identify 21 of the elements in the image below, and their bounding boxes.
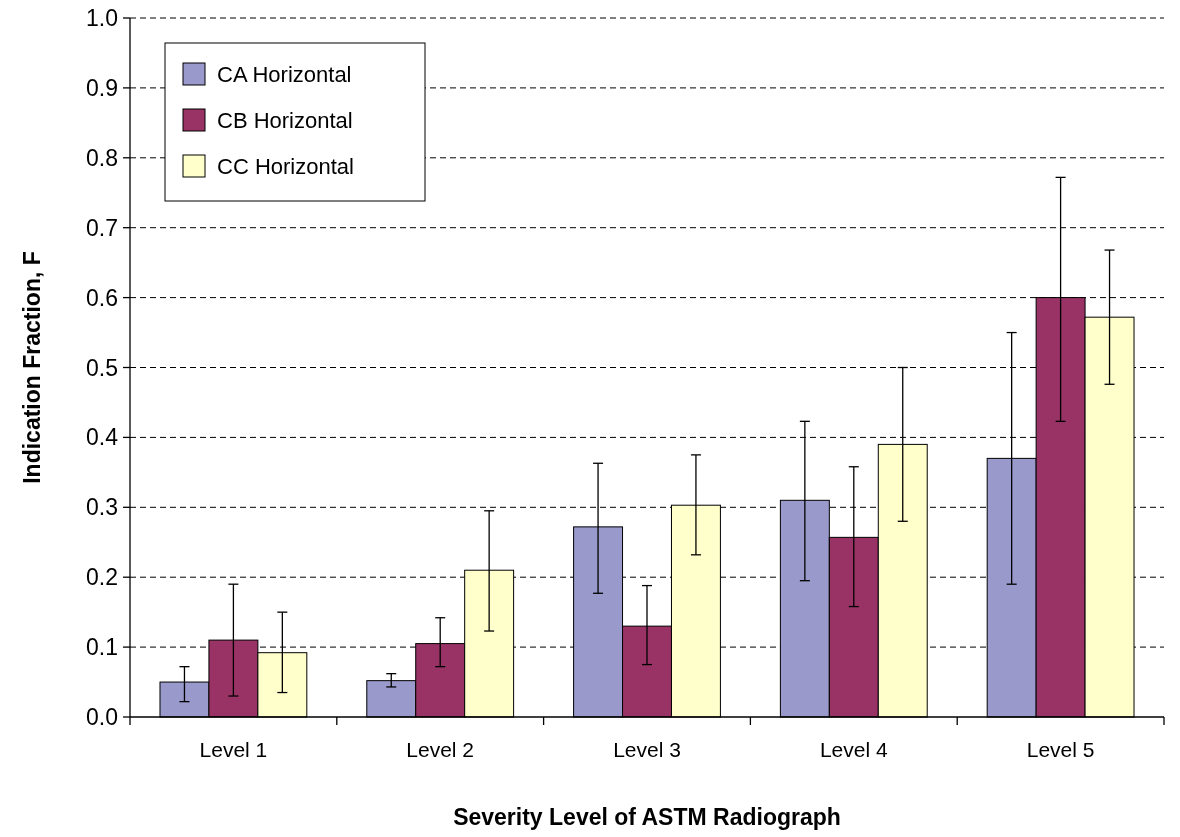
x-axis-title: Severity Level of ASTM Radiograph — [453, 804, 841, 830]
legend-label: CC Horizontal — [217, 153, 354, 179]
x-tick-label: Level 1 — [199, 738, 268, 761]
y-tick-label: 0.0 — [86, 704, 118, 731]
y-tick-label: 0.5 — [86, 354, 118, 381]
legend-label: CA Horizontal — [217, 61, 352, 87]
y-tick-label: 0.7 — [86, 214, 118, 241]
y-tick-label: 0.4 — [86, 424, 119, 451]
y-tick-label: 0.9 — [86, 74, 118, 101]
y-tick-label: 0.6 — [86, 284, 118, 311]
x-tick-label: Level 3 — [613, 738, 681, 761]
x-tick-label: Level 5 — [1026, 738, 1095, 761]
x-tick-label: Level 4 — [819, 738, 888, 761]
x-tick-label: Level 2 — [406, 738, 475, 761]
legend-label: CB Horizontal — [217, 107, 353, 133]
y-tick-label: 0.1 — [86, 634, 118, 661]
y-tick-label: 0.2 — [86, 564, 118, 591]
y-tick-label: 1.0 — [86, 5, 118, 32]
y-tick-label: 0.8 — [86, 144, 118, 171]
y-tick-label: 0.3 — [86, 494, 118, 521]
y-axis-title: Indication Fraction, F — [19, 251, 45, 484]
